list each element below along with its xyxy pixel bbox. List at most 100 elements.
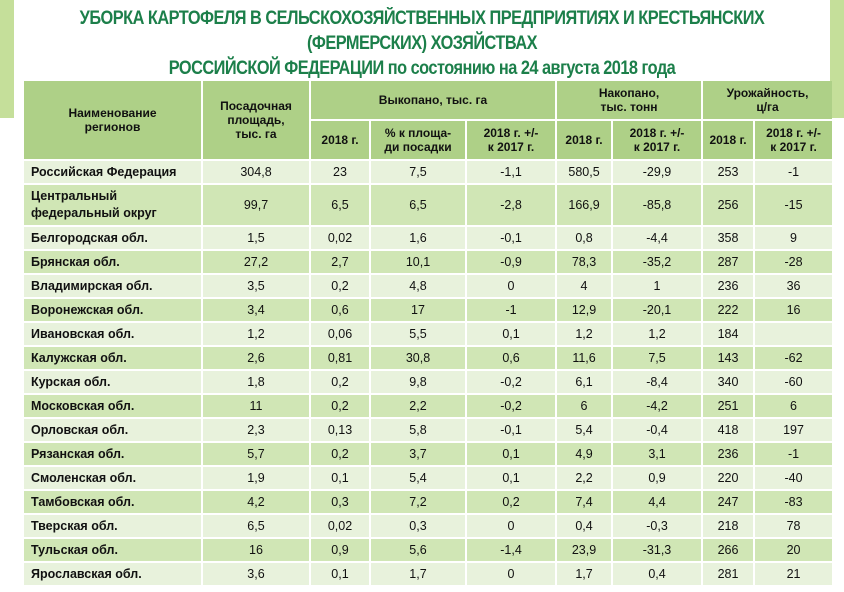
cell-dug-pct: 2,2 xyxy=(370,394,467,419)
cell-yield-2018: 256 xyxy=(702,184,756,227)
cell-accum-2018: 5,4 xyxy=(556,418,614,443)
cell-accum-diff: 4,4 xyxy=(612,490,704,515)
page-title: УБОРКА КАРТОФЕЛЯ В СЕЛЬСКОХОЗЯЙСТВЕННЫХ … xyxy=(75,6,770,81)
table-row: Рязанская обл. 5,7 0,2 3,7 0,1 4,9 3,1 236 -1 xyxy=(24,442,833,467)
cell-accum-2018: 4,9 xyxy=(556,442,614,467)
header-area: Посадочная площадь, тыс. га xyxy=(202,81,311,161)
cell-dug-diff: -0,9 xyxy=(466,250,558,275)
cell-accum-2018: 78,3 xyxy=(556,250,614,275)
cell-accum-2018: 0,8 xyxy=(556,226,614,251)
cell-region: Ивановская обл. xyxy=(24,322,203,347)
cell-accum-2018: 6 xyxy=(556,394,614,419)
cell-yield-diff: -60 xyxy=(754,370,833,395)
cell-accum-diff: -0,3 xyxy=(612,514,704,539)
header-dug: Выкопано, тыс. га xyxy=(310,81,558,121)
cell-accum-diff: -20,1 xyxy=(612,298,704,323)
cell-yield-2018: 253 xyxy=(702,160,756,185)
cell-yield-diff: -83 xyxy=(754,490,833,515)
cell-yield-diff: 16 xyxy=(754,298,833,323)
cell-dug-pct: 7,5 xyxy=(370,160,467,185)
cell-accum-2018: 1,7 xyxy=(556,562,614,587)
cell-accum-diff: 3,1 xyxy=(612,442,704,467)
table-row: Смоленская обл. 1,9 0,1 5,4 0,1 2,2 0,9 220 -40 xyxy=(24,466,833,491)
cell-region: Орловская обл. xyxy=(24,418,203,443)
cell-yield-diff: -1 xyxy=(754,160,833,185)
table-row: Центральный федеральный округ 99,7 6,5 6,5-… xyxy=(24,184,833,227)
cell-area: 304,8 xyxy=(202,160,311,185)
header-yield-diff: 2018 г. +/- к 2017 г. xyxy=(754,120,833,161)
cell-accum-diff: -4,4 xyxy=(612,226,704,251)
cell-area: 11 xyxy=(202,394,311,419)
cell-area: 4,2 xyxy=(202,490,311,515)
cell-dug-diff: -0,1 xyxy=(466,226,558,251)
cell-yield-diff: 20 xyxy=(754,538,833,563)
cell-dug-2018: 0,13 xyxy=(310,418,371,443)
cell-accum-2018: 2,2 xyxy=(556,466,614,491)
cell-accum-2018: 4 xyxy=(556,274,614,299)
cell-dug-2018: 2,7 xyxy=(310,250,371,275)
cell-dug-pct: 1,6 xyxy=(370,226,467,251)
cell-region: Тверская обл. xyxy=(24,514,203,539)
table-row: Курская обл. 1,8 0,2 9,8 -0,2 6,1 -8,4 340 -60 xyxy=(24,370,833,395)
cell-dug-2018: 0,2 xyxy=(310,442,371,467)
cell-accum-2018: 12,9 xyxy=(556,298,614,323)
cell-dug-diff: 0,1 xyxy=(466,322,558,347)
cell-accum-diff: -35,2 xyxy=(612,250,704,275)
cell-dug-2018: 23 xyxy=(310,160,371,185)
table-row: Брянская обл. 27,2 2,7 10,1 -0,9 78,3 -35,2 287… xyxy=(24,250,833,275)
cell-area: 16 xyxy=(202,538,311,563)
cell-dug-pct: 3,7 xyxy=(370,442,467,467)
cell-area: 1,8 xyxy=(202,370,311,395)
cell-yield-diff: -28 xyxy=(754,250,833,275)
cell-yield-diff: -40 xyxy=(754,466,833,491)
title-line-2-rest: по состоянию на 24 августа 2018 года xyxy=(383,58,676,79)
cell-dug-pct: 4,8 xyxy=(370,274,467,299)
cell-dug-diff: 0 xyxy=(466,562,558,587)
cell-region: Московская обл. xyxy=(24,394,203,419)
table-row: Ивановская обл. 1,2 0,06 5,5 0,1 1,2 1,2 184 xyxy=(24,322,833,347)
header-accum-diff: 2018 г. +/- к 2017 г. xyxy=(612,120,704,161)
header-yield-2018: 2018 г. xyxy=(702,120,756,161)
cell-dug-diff: -1 xyxy=(466,298,558,323)
cell-dug-diff: -1,4 xyxy=(466,538,558,563)
cell-region: Курская обл. xyxy=(24,370,203,395)
header-yield: Урожайность, ц/га xyxy=(702,81,833,121)
cell-area: 2,3 xyxy=(202,418,311,443)
cell-dug-2018: 0,02 xyxy=(310,514,371,539)
cell-accum-2018: 166,9 xyxy=(556,184,614,227)
table-row: Белгородская обл. 1,5 0,02 1,6 -0,1 0,8 -4,4 35… xyxy=(24,226,833,251)
cell-yield-diff: -15 xyxy=(754,184,833,227)
cell-dug-2018: 0,02 xyxy=(310,226,371,251)
cell-dug-2018: 0,3 xyxy=(310,490,371,515)
cell-dug-2018: 0,1 xyxy=(310,562,371,587)
cell-dug-diff: 0 xyxy=(466,274,558,299)
cell-yield-diff: 6 xyxy=(754,394,833,419)
cell-accum-2018: 11,6 xyxy=(556,346,614,371)
title-line-2: РОССИЙСКОЙ ФЕДЕРАЦИИ по состоянию на 24 … xyxy=(75,56,770,81)
cell-yield-2018: 251 xyxy=(702,394,756,419)
cell-yield-2018: 143 xyxy=(702,346,756,371)
cell-yield-diff: 197 xyxy=(754,418,833,443)
cell-yield-2018: 218 xyxy=(702,514,756,539)
cell-yield-2018: 236 xyxy=(702,442,756,467)
header-dug-pct: % к площа- ди посадки xyxy=(370,120,467,161)
cell-yield-diff: -1 xyxy=(754,442,833,467)
cell-dug-diff: 0,2 xyxy=(466,490,558,515)
cell-region: Тульская обл. xyxy=(24,538,203,563)
cell-dug-diff: -1,1 xyxy=(466,160,558,185)
cell-accum-diff: -29,9 xyxy=(612,160,704,185)
title-line-1: УБОРКА КАРТОФЕЛЯ В СЕЛЬСКОХОЗЯЙСТВЕННЫХ … xyxy=(79,8,765,54)
cell-dug-2018: 0,81 xyxy=(310,346,371,371)
cell-region: Ярославская обл. xyxy=(24,562,203,587)
cell-dug-2018: 6,5 xyxy=(310,184,371,227)
harvest-table: Наименование регионов Посадочная площадь… xyxy=(24,81,833,587)
cell-dug-2018: 0,1 xyxy=(310,466,371,491)
cell-region: Рязанская обл. xyxy=(24,442,203,467)
table-row: Ярославская обл. 3,6 0,1 1,7 0 1,7 0,4 281 21 xyxy=(24,562,833,587)
cell-dug-pct: 5,5 xyxy=(370,322,467,347)
cell-region: Тамбовская обл. xyxy=(24,490,203,515)
cell-yield-2018: 287 xyxy=(702,250,756,275)
table-row: Тульская обл. 16 0,9 5,6 -1,4 23,9 -31,3 266 20 xyxy=(24,538,833,563)
cell-yield-diff xyxy=(754,322,833,347)
cell-dug-diff: 0,1 xyxy=(466,466,558,491)
